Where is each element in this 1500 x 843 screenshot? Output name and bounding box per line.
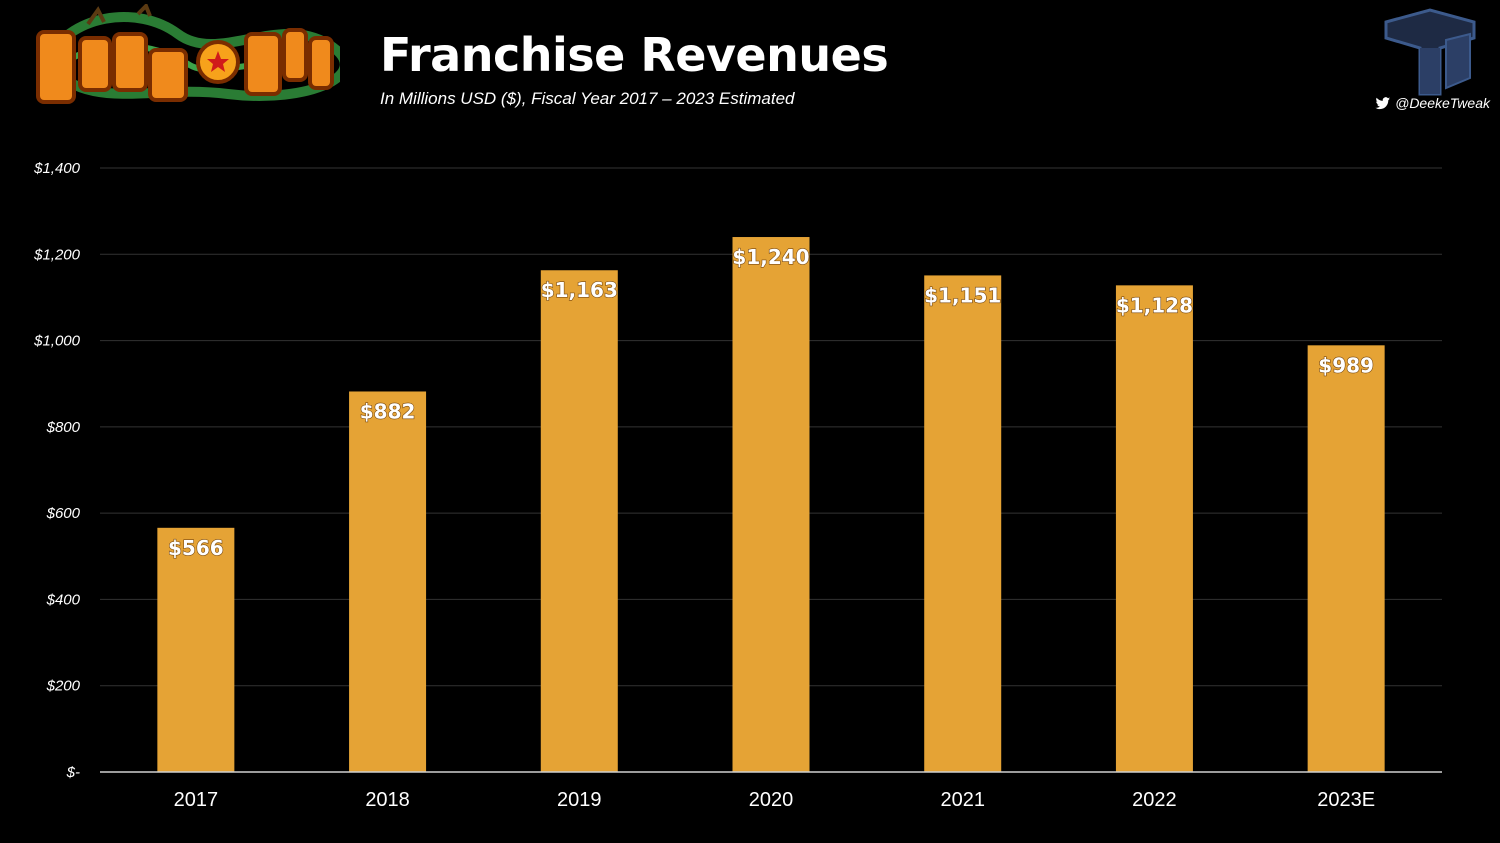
y-tick-label: $1,000 [33,333,81,350]
data-label-2021: $1,151 [924,283,1001,307]
x-tick-label: 2023E [1317,789,1375,811]
bar-2017 [157,527,235,772]
data-label-2019: $1,163 [541,278,618,302]
y-tick-label: $800 [46,419,81,436]
x-tick-label: 2020 [749,789,794,811]
x-tick-label: 2017 [174,789,219,811]
y-tick-label: $400 [46,591,81,608]
y-tick-label: $200 [46,678,81,695]
data-label-2020: $1,240 [732,245,809,269]
bar-2022 [1115,285,1193,772]
brand-logo-icon [1384,8,1476,96]
y-tick-label: $1,200 [33,246,81,263]
x-tick-label: 2021 [940,789,985,811]
chart-title: Franchise Revenues [380,28,889,82]
bar-2020 [732,237,810,772]
y-tick-label: $600 [46,505,81,522]
x-tick-label: 2022 [1132,789,1177,811]
bar-2021 [924,275,1002,772]
bar-2023E [1307,345,1385,772]
chart-subtitle: In Millions USD ($), Fiscal Year 2017 – … [380,89,795,108]
bar-2018 [349,391,427,772]
data-label-2022: $1,128 [1116,293,1193,317]
y-tick-label: $- [66,764,80,781]
x-tick-label: 2019 [557,789,602,811]
bar-2019 [540,270,618,772]
data-label-2018: $882 [360,399,416,423]
y-tick-label: $1,400 [33,160,81,177]
x-tick-label: 2018 [365,789,410,811]
attribution-handle: @DeekeTweak [1375,95,1490,111]
twitter-bird-icon [1375,96,1391,109]
handle-text: @DeekeTweak [1395,95,1490,111]
dragon-ball-logo [36,4,340,104]
data-label-2017: $566 [168,536,224,560]
data-label-2023E: $989 [1318,353,1374,377]
